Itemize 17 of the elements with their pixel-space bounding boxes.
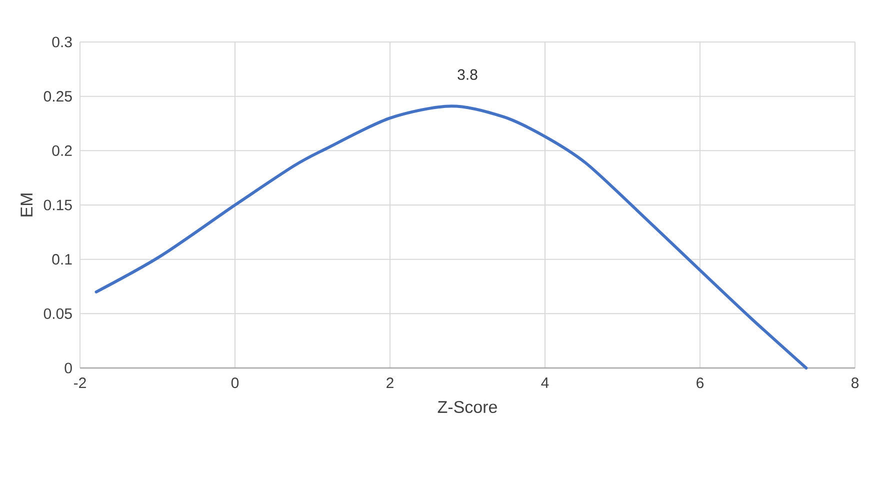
x-tick-label: 2 [386, 378, 394, 388]
y-tick-label: 0 [64, 362, 72, 374]
line-series [94, 104, 808, 370]
y-tick-label: 0.2 [52, 145, 72, 156]
x-axis-title: Z-Score [438, 400, 497, 414]
x-tick-label: 6 [696, 378, 704, 388]
y-tick-label: 0.15 [44, 200, 72, 210]
y-tick-label: 0.05 [44, 308, 72, 319]
x-tick-label: -2 [74, 378, 86, 388]
y-tick-label: 0.1 [52, 254, 72, 265]
x-tick-label: 0 [231, 378, 239, 388]
x-tick-label: 8 [851, 378, 859, 388]
annotation: 3.8 [458, 69, 478, 80]
y-tick-label: 0.3 [52, 36, 72, 48]
y-tick-label: 0.25 [44, 91, 72, 102]
y-axis-title: EM [20, 194, 32, 216]
x-tick-label: 4 [541, 378, 549, 388]
